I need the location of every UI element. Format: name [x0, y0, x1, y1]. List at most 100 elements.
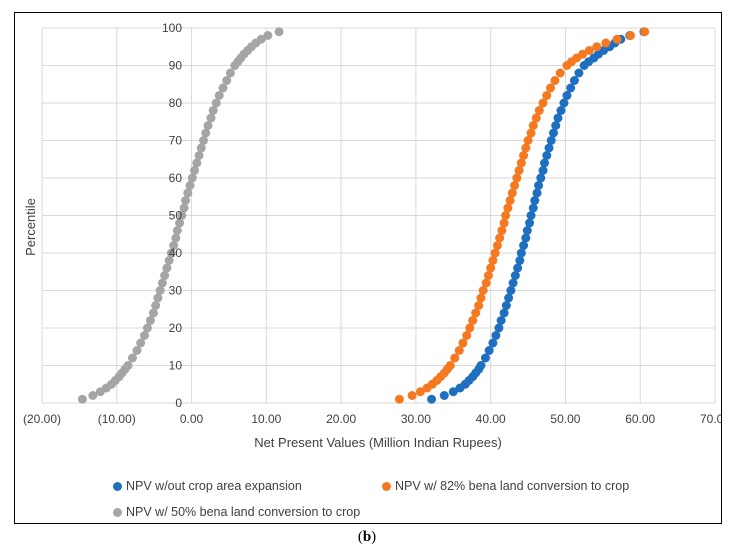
data-point — [534, 181, 544, 190]
data-point — [171, 233, 181, 243]
data-point — [77, 394, 87, 404]
data-point — [127, 353, 137, 363]
data-point — [448, 387, 458, 397]
data-point — [157, 278, 167, 288]
data-point — [256, 34, 266, 44]
y-tick-label: 50 — [169, 209, 183, 223]
legend-item-series-3: NPV w/ 50% bena land conversion to crop — [113, 505, 360, 519]
caption-close: ) — [371, 529, 377, 545]
data-point — [531, 113, 541, 123]
data-point — [214, 91, 224, 100]
data-point — [206, 113, 216, 123]
data-point — [528, 121, 538, 130]
data-point — [491, 331, 501, 340]
y-axis-title: Percentile — [23, 198, 38, 256]
data-point — [465, 323, 475, 333]
chart-plot: (20.00) (10.00) 0.00 10.00 20.00 30.00 40.00 50… — [23, 21, 721, 450]
x-tick-labels: (20.00) (10.00) 0.00 10.00 20.00 30.00 40.00 50… — [23, 412, 721, 426]
data-point — [516, 158, 526, 168]
caption-letter: b — [362, 529, 372, 545]
y-tick-label: 10 — [169, 359, 183, 373]
data-point — [196, 143, 206, 153]
x-axis-title: Net Present Values (Million Indian Rupee… — [254, 435, 502, 450]
legend-label-series-1: NPV w/out crop area expansion — [126, 479, 302, 493]
data-point — [415, 387, 425, 397]
data-point — [526, 128, 536, 138]
data-point — [194, 151, 204, 160]
data-point — [536, 173, 546, 183]
x-tick-label: 10.00 — [251, 412, 281, 426]
y-tick-label: 80 — [169, 96, 183, 110]
data-point — [407, 391, 417, 400]
data-point — [183, 188, 193, 198]
data-point — [584, 46, 594, 55]
data-point — [566, 83, 576, 93]
data-point — [208, 106, 218, 115]
chart-frame: (20.00) (10.00) 0.00 10.00 20.00 30.00 40.00 50… — [14, 12, 722, 524]
data-point — [476, 361, 486, 370]
data-point — [519, 241, 529, 250]
data-point — [640, 27, 650, 37]
data-point — [179, 203, 189, 213]
legend-marker-series-3 — [113, 507, 122, 517]
data-point — [483, 271, 493, 280]
data-points — [77, 27, 650, 404]
data-point — [164, 256, 174, 265]
data-point — [139, 331, 149, 340]
data-point — [540, 158, 550, 168]
data-point — [474, 301, 484, 310]
data-point — [542, 91, 552, 100]
data-point — [523, 136, 533, 145]
figure-caption: (b) — [0, 529, 734, 546]
data-point — [574, 68, 584, 78]
data-point — [521, 143, 531, 153]
data-point — [175, 218, 185, 228]
data-point — [530, 196, 540, 205]
data-point — [484, 346, 494, 355]
data-point — [492, 241, 502, 250]
legend-item-series-1: NPV w/out crop area expansion — [113, 479, 302, 493]
data-point — [514, 166, 524, 175]
data-point — [512, 173, 522, 183]
data-point — [592, 42, 602, 52]
data-point — [526, 211, 536, 220]
data-point — [501, 301, 511, 310]
x-tick-label: 70.00 — [700, 412, 721, 426]
data-point — [162, 263, 172, 273]
data-point — [155, 286, 165, 295]
data-point — [488, 338, 498, 348]
data-point — [494, 323, 504, 333]
data-point — [546, 136, 556, 145]
data-point — [274, 27, 284, 37]
data-point — [538, 98, 548, 108]
data-point — [515, 256, 525, 265]
data-point — [450, 353, 460, 363]
data-point — [123, 361, 133, 370]
data-point — [528, 203, 538, 213]
data-point — [172, 226, 182, 235]
data-point — [556, 106, 566, 115]
data-point — [203, 121, 213, 130]
data-point — [601, 38, 611, 48]
data-point — [499, 218, 509, 228]
data-point — [153, 293, 163, 303]
data-point — [510, 271, 520, 280]
data-point — [88, 391, 98, 400]
data-point — [497, 226, 507, 235]
data-point — [458, 338, 468, 348]
data-point — [548, 128, 558, 138]
y-tick-labels: 0 10 20 30 40 50 60 70 80 90 100 — [162, 21, 182, 410]
data-point — [578, 49, 588, 59]
data-point — [519, 151, 529, 160]
data-point — [505, 196, 515, 205]
data-point — [508, 278, 518, 288]
legend-marker-series-2 — [382, 481, 391, 491]
series-3-points — [77, 27, 284, 404]
y-tick-label: 60 — [169, 171, 183, 185]
data-point — [427, 394, 437, 404]
data-point — [490, 248, 500, 258]
data-point — [504, 293, 514, 303]
data-point — [499, 308, 509, 318]
legend-label-series-3: NPV w/ 50% bena land conversion to crop — [126, 505, 361, 519]
data-point — [507, 188, 517, 198]
